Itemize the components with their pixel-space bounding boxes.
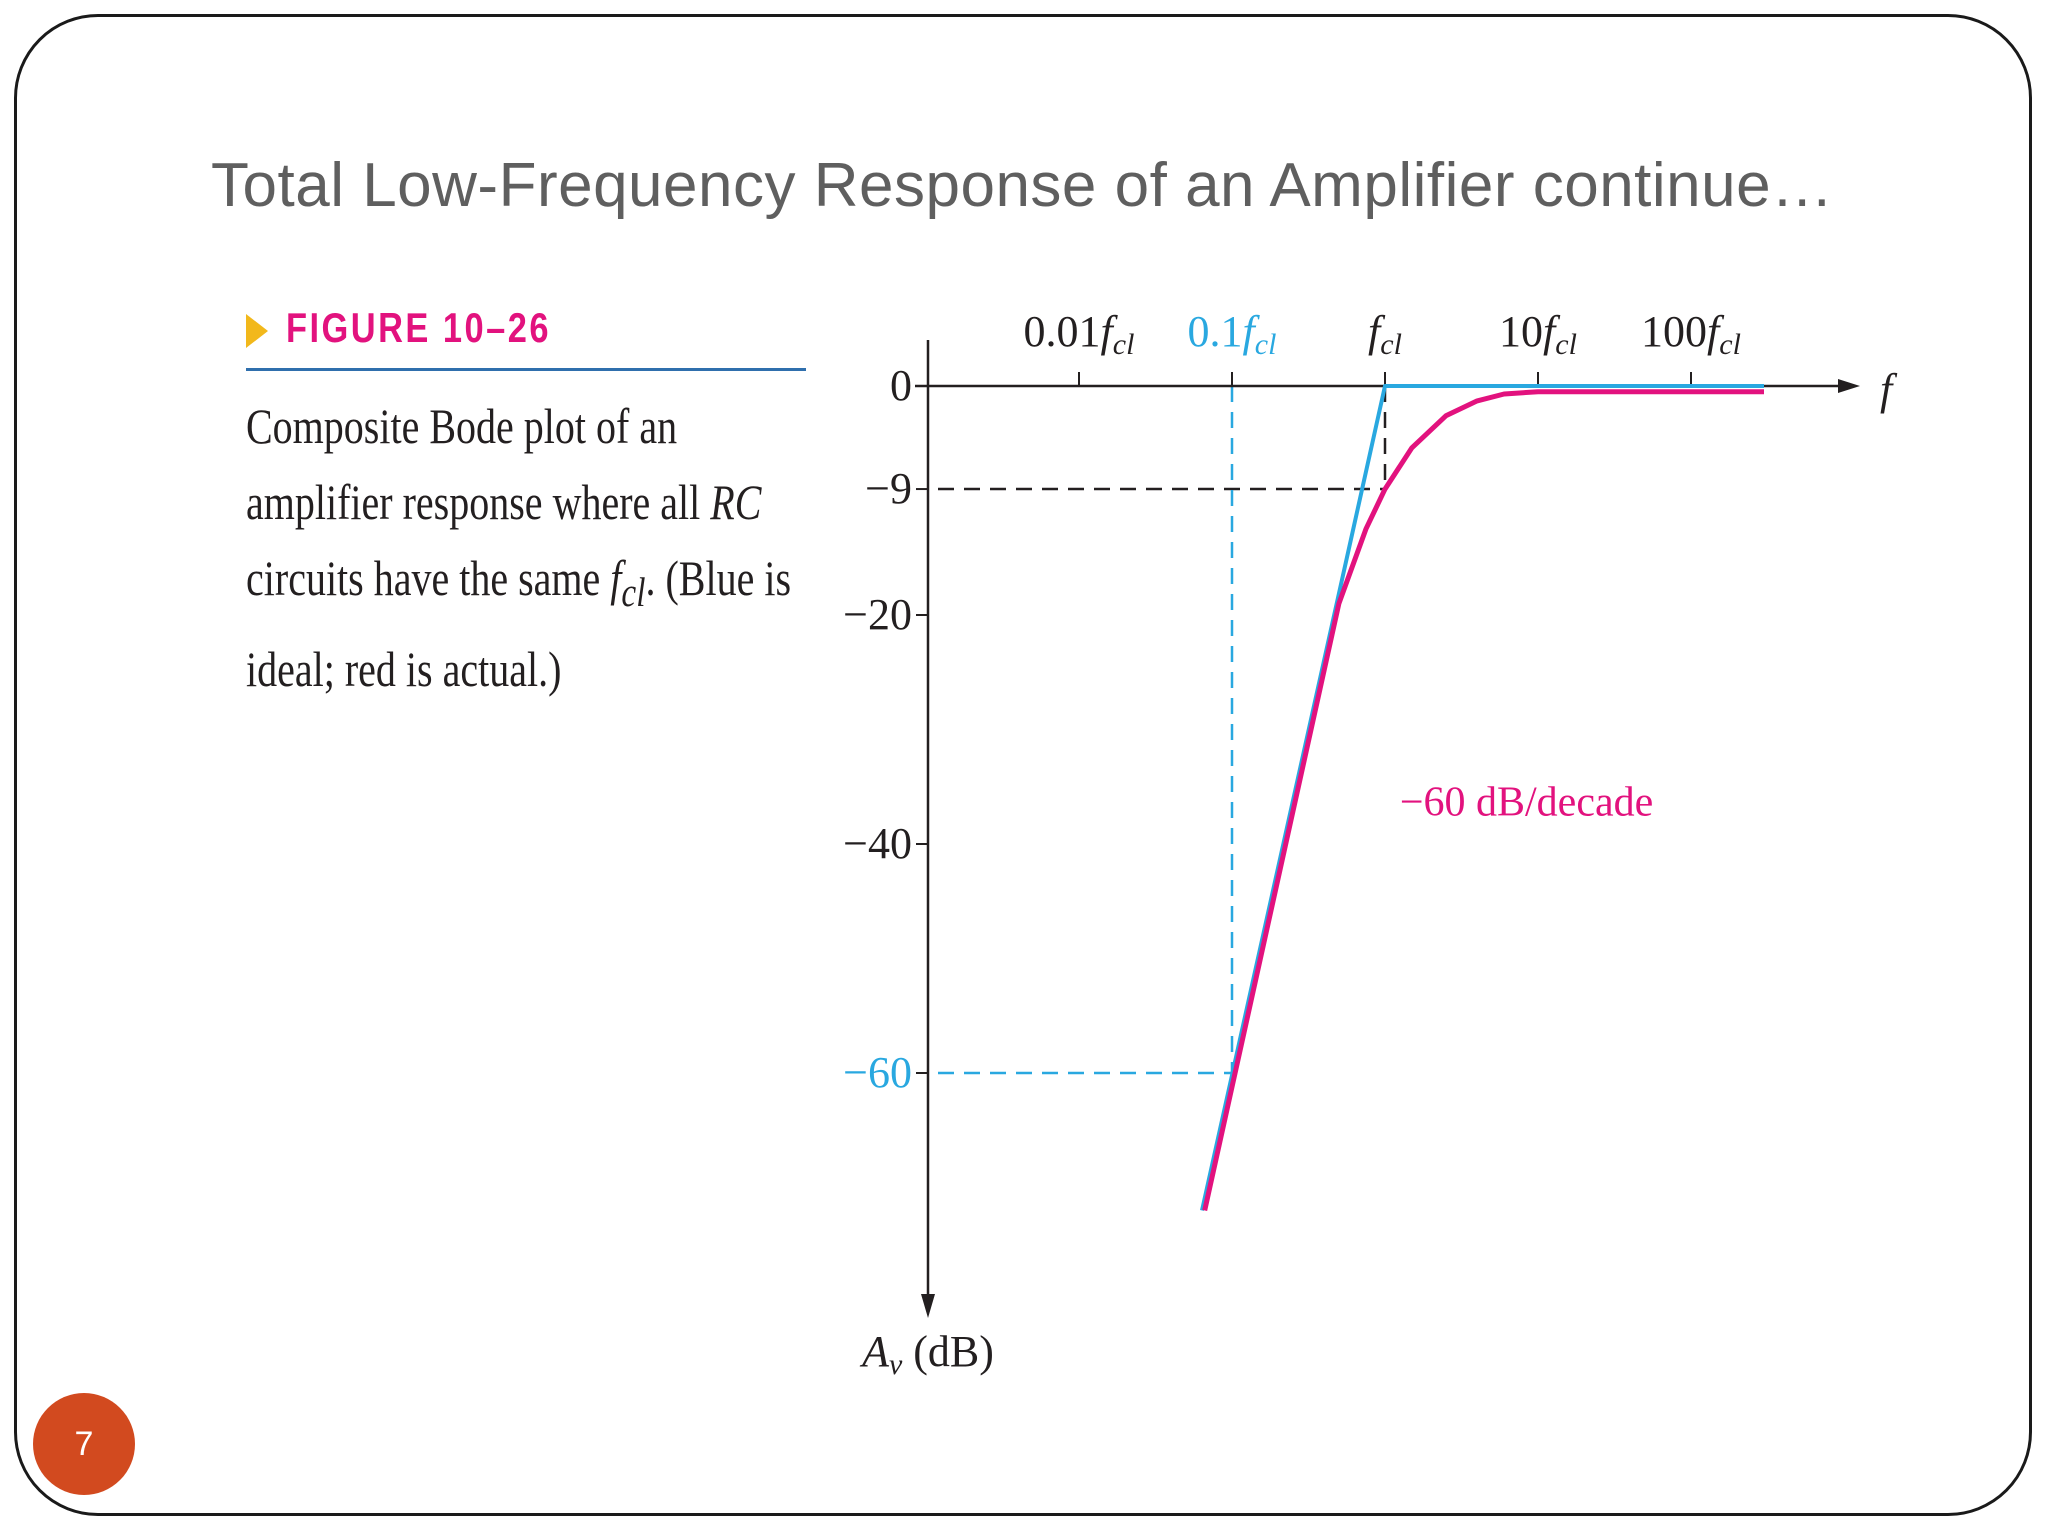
caption-rc: RC	[710, 474, 762, 530]
x-tick-label: 10fcl	[1499, 307, 1577, 361]
caption-text-1: Composite Bode plot of an amplifier resp…	[246, 398, 711, 530]
caption-text-2: circuits have the same	[246, 550, 611, 606]
x-tick-label: 0.01fcl	[1024, 307, 1135, 361]
y-tick-label: −60	[843, 1048, 912, 1097]
figure-caption: Composite Bode plot of an amplifier resp…	[246, 388, 806, 707]
x-tick-label: 100fcl	[1641, 307, 1741, 361]
y-axis-arrow-icon	[921, 1294, 935, 1318]
y-tick-label: −40	[843, 819, 912, 868]
y-tick-label: −20	[843, 590, 912, 639]
figure-label: FIGURE 10–26	[286, 304, 551, 351]
caption-f-subscript: cl	[621, 570, 646, 616]
x-tick-label: 0.1fcl	[1188, 307, 1277, 361]
slope-annotation: −60 dB/decade	[1400, 779, 1653, 825]
y-tick-label: −9	[865, 464, 912, 513]
y-axis-label: Av (dB)	[859, 1327, 994, 1381]
page-number-badge: 7	[33, 1393, 135, 1495]
figure-heading: FIGURE 10–26	[246, 302, 806, 371]
y-tick-label: 0	[890, 361, 912, 410]
triangle-marker-icon	[246, 314, 268, 348]
x-tick-label: fcl	[1368, 307, 1402, 361]
slide-frame	[14, 14, 2032, 1516]
caption-text-3: . (Blue is ideal; red is actual.)	[246, 550, 792, 697]
slide-title: Total Low-Frequency Response of an Ampli…	[211, 151, 1834, 220]
x-axis-arrow-icon	[1838, 379, 1860, 393]
caption-f: f	[610, 550, 622, 606]
series-line-actual	[1202, 389, 1764, 1211]
x-axis-label: f	[1880, 365, 1898, 414]
